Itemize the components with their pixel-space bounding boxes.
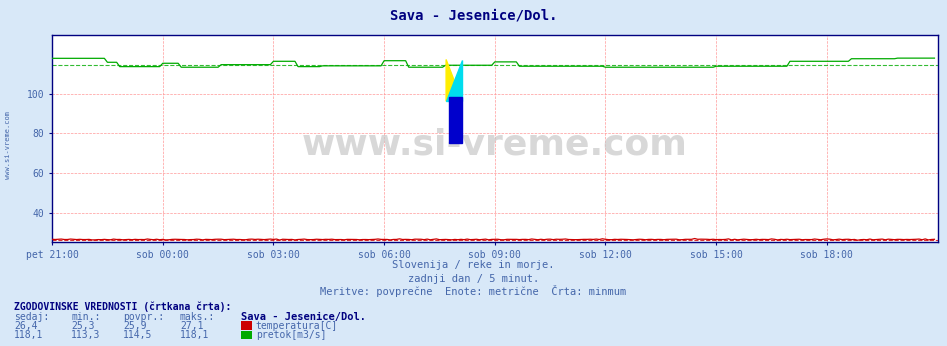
Text: ZGODOVINSKE VREDNOSTI (črtkana črta):: ZGODOVINSKE VREDNOSTI (črtkana črta): [14,301,232,312]
Polygon shape [446,60,462,101]
Text: Slovenija / reke in morje.: Slovenija / reke in morje. [392,260,555,270]
FancyBboxPatch shape [449,97,462,143]
Text: temperatura[C]: temperatura[C] [256,321,338,331]
Text: 118,1: 118,1 [14,330,44,340]
Text: sedaj:: sedaj: [14,312,49,322]
Polygon shape [446,60,462,101]
Text: maks.:: maks.: [180,312,215,322]
Text: 25,3: 25,3 [71,321,95,331]
Text: 25,9: 25,9 [123,321,147,331]
Text: 26,4: 26,4 [14,321,38,331]
Text: 27,1: 27,1 [180,321,204,331]
Text: 114,5: 114,5 [123,330,152,340]
Text: Sava - Jesenice/Dol.: Sava - Jesenice/Dol. [390,9,557,22]
Text: zadnji dan / 5 minut.: zadnji dan / 5 minut. [408,274,539,284]
Text: Meritve: povprečne  Enote: metrične  Črta: minmum: Meritve: povprečne Enote: metrične Črta:… [320,285,627,297]
Text: 113,3: 113,3 [71,330,100,340]
Text: min.:: min.: [71,312,100,322]
Text: pretok[m3/s]: pretok[m3/s] [256,330,326,340]
Text: www.si-vreme.com: www.si-vreme.com [302,128,688,162]
Text: www.si-vreme.com: www.si-vreme.com [5,111,10,179]
Text: 118,1: 118,1 [180,330,209,340]
Text: povpr.:: povpr.: [123,312,164,322]
Text: Sava - Jesenice/Dol.: Sava - Jesenice/Dol. [241,312,366,322]
